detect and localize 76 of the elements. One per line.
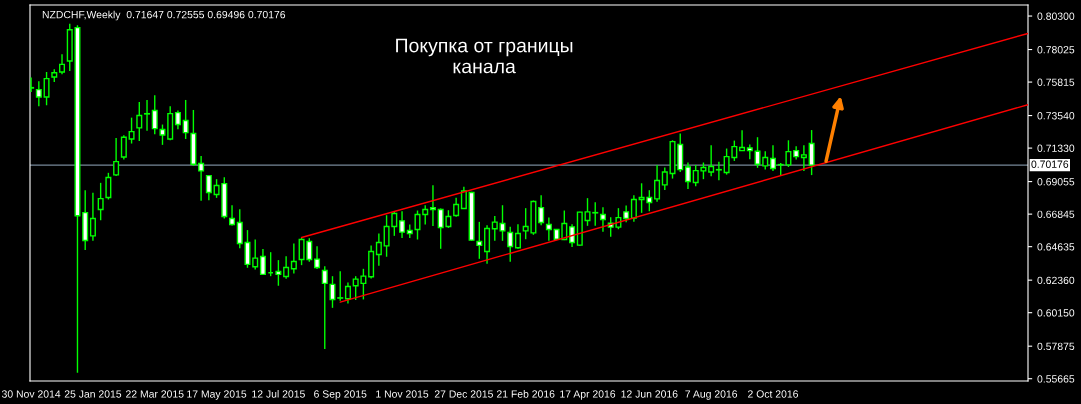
candlestick (283, 255, 290, 280)
y-tick-label: 0.80300 (1037, 12, 1075, 20)
y-tick-label: 0.69055 (1037, 178, 1075, 186)
candlestick (252, 238, 259, 271)
candlestick (105, 172, 112, 201)
candlestick (314, 245, 321, 270)
candlestick (453, 197, 460, 218)
candlestick (159, 123, 166, 146)
x-tick-label: 12 Jun 2016 (621, 390, 678, 398)
x-tick-label: 2 Oct 2016 (748, 390, 798, 398)
x-tick-label: 12 Jul 2015 (252, 390, 305, 398)
candlestick (739, 129, 746, 152)
candlestick (769, 144, 776, 172)
candlestick (538, 194, 545, 226)
x-tick-label: 7 Aug 2016 (685, 390, 738, 400)
candlestick (654, 164, 661, 203)
candlestick (182, 99, 189, 140)
candlestick (800, 144, 807, 172)
candlestick (151, 94, 158, 135)
candlestick (321, 265, 328, 350)
y-tick-label: 0.62360 (1037, 276, 1075, 285)
candlestick (630, 194, 637, 223)
candlestick (43, 71, 50, 106)
candlestick (429, 184, 436, 227)
x-tick-label: 6 Sep 2015 (314, 390, 367, 400)
candlestick (259, 248, 266, 276)
y-tick-label: 0.71330 (1037, 144, 1075, 152)
candlestick (399, 210, 406, 239)
candlestick (715, 160, 722, 181)
x-tick-label: 17 May 2015 (187, 390, 247, 400)
y-tick-label: 0.75815 (1037, 78, 1075, 86)
candlestick (290, 242, 297, 275)
annotation: Покупка от границы канала (396, 38, 573, 74)
candlestick (113, 137, 120, 177)
ref-line-label: 0.70176 (1031, 160, 1069, 168)
text: NZDCHF,Weekly 0.71647 0.72555 0.69496 0.70176 (42, 10, 286, 21)
x-tick-label: 17 Apr 2016 (560, 390, 616, 400)
candlestick (484, 224, 491, 265)
y-tick-label: 0.73540 (1037, 112, 1075, 120)
x-tick-label: 27 Dec 2015 (434, 390, 493, 398)
y-tick-label: 0.55665 (1037, 375, 1075, 383)
candlestick (120, 134, 127, 161)
y-tick-label: 0.78025 (1037, 46, 1075, 54)
candlestick (476, 221, 483, 260)
candlestick (344, 281, 351, 305)
candlestick (708, 144, 715, 177)
x-tick-label: 1 Nov 2015 (376, 390, 429, 398)
candlestick (507, 226, 514, 263)
y-tick-label: 0.66845 (1037, 210, 1075, 218)
candlestick (545, 216, 552, 242)
candlestick (174, 109, 181, 130)
candlestick (205, 174, 212, 201)
candlestick (229, 204, 236, 227)
candlestick (59, 53, 66, 76)
x-tick-label: 30 Nov 2014 (1, 390, 61, 398)
candlestick (661, 166, 668, 191)
candlestick (808, 129, 815, 176)
candlestick (30, 76, 35, 93)
y-tick-label: 0.57875 (1037, 342, 1075, 351)
y-tick-label: 0.60150 (1037, 309, 1075, 317)
x-tick-label: 21 Feb 2016 (496, 390, 555, 398)
candlestick (136, 101, 143, 142)
candlestick (275, 259, 282, 287)
candlestick (684, 161, 691, 190)
candlestick (35, 80, 42, 107)
candlestick (97, 182, 104, 221)
candlestick (375, 232, 382, 267)
x-tick-label: 25 Jan 2015 (64, 390, 122, 398)
candlestick (144, 99, 151, 132)
candlestick (89, 192, 96, 242)
candlestick (599, 206, 606, 233)
x-tick-label: 22 Mar 2015 (126, 390, 184, 398)
candlestick (128, 116, 135, 145)
y-tick-label: 0.64635 (1037, 243, 1075, 251)
candlestick (514, 223, 521, 250)
candlestick (198, 155, 205, 202)
